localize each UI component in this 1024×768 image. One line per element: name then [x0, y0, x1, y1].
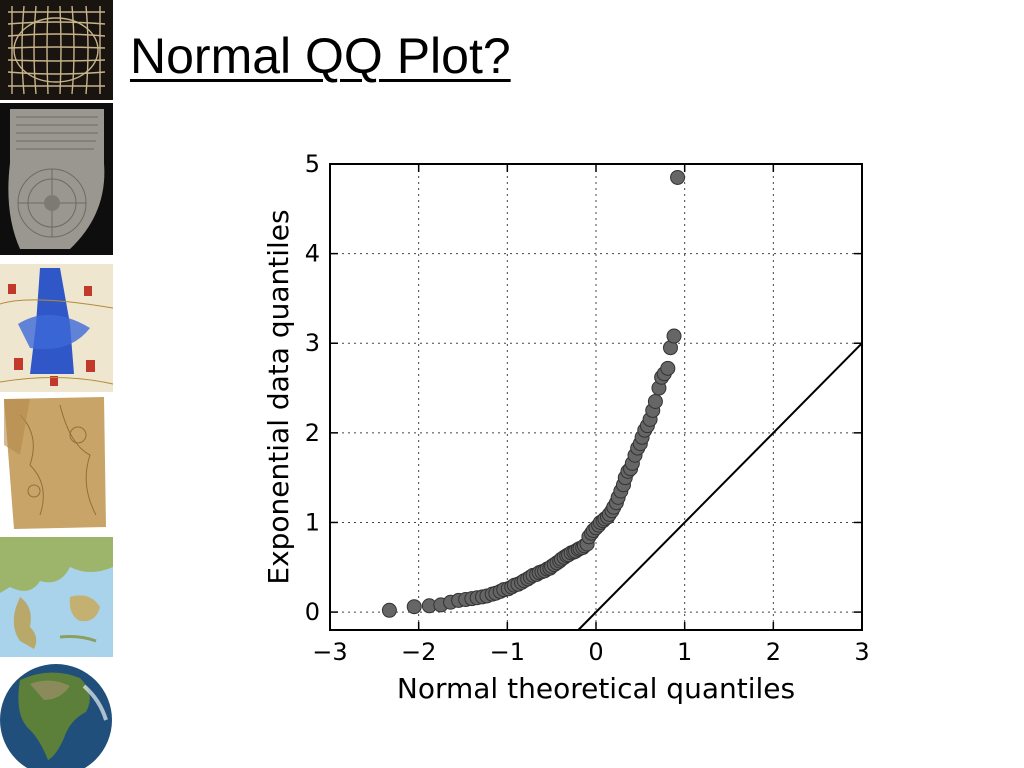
sidebar-image-strip	[0, 0, 113, 768]
data-point	[670, 169, 686, 185]
axis-ticks: −3 −2 −1 0 1 2 3 0 1 2 3 4 5	[305, 150, 870, 666]
data-points	[381, 169, 686, 618]
y-tick-label: 5	[305, 150, 320, 178]
stone-tablet-map-icon	[0, 103, 113, 255]
x-axis-label: Normal theoretical quantiles	[397, 672, 795, 705]
grid-lines	[329, 163, 863, 630]
data-point	[647, 393, 663, 409]
y-axis-label: Exponential data quantiles	[262, 209, 295, 584]
y-tick-label: 4	[305, 240, 320, 268]
x-tick-label: −1	[490, 638, 525, 666]
x-tick-label: 3	[854, 638, 869, 666]
x-tick-label: 0	[588, 638, 603, 666]
y-tick-label: 3	[305, 329, 320, 357]
x-tick-label: 1	[677, 638, 692, 666]
data-point	[381, 602, 397, 618]
x-tick-label: −2	[401, 638, 436, 666]
relief-map-icon	[0, 537, 113, 657]
x-tick-label: −3	[312, 638, 347, 666]
data-point	[660, 360, 676, 376]
grid-map-icon	[0, 0, 113, 100]
data-point	[406, 599, 422, 615]
x-tick-label: 2	[766, 638, 781, 666]
y-tick-label: 2	[305, 419, 320, 447]
data-point	[666, 328, 682, 344]
qq-plot: −3 −2 −1 0 1 2 3 0 1 2 3 4 5 Normal theoretical quan…	[262, 150, 870, 705]
reference-line-group	[577, 342, 863, 631]
medieval-map-icon	[0, 264, 113, 392]
parchment-map-icon	[0, 395, 113, 531]
reference-line	[577, 342, 863, 631]
slide-title: Normal QQ Plot?	[130, 28, 511, 84]
satellite-globe-icon	[0, 660, 113, 768]
y-tick-label: 1	[305, 508, 320, 536]
y-tick-label: 0	[305, 598, 320, 626]
